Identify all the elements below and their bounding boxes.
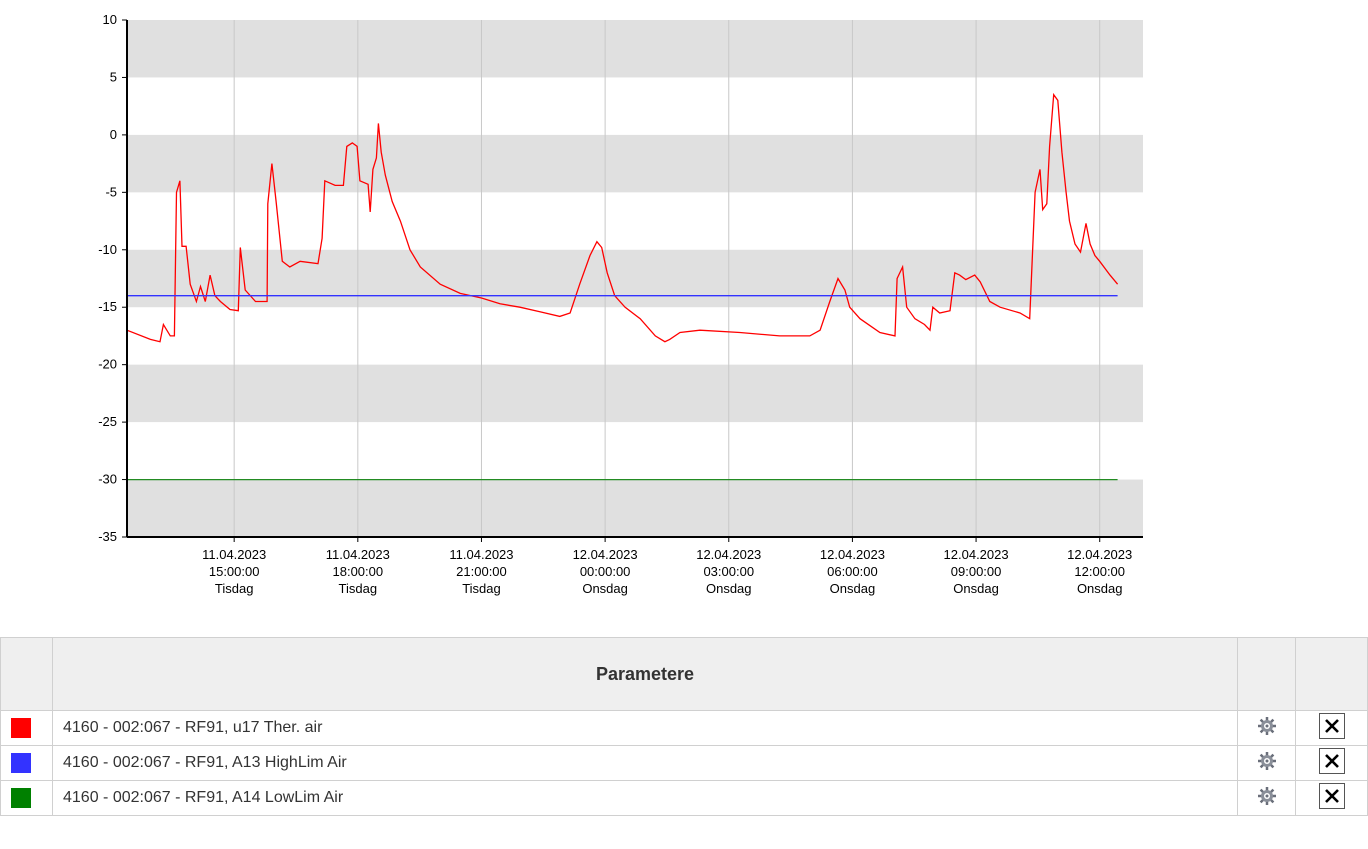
x-tick-label: 11.04.2023 15:00:00 Tisdag <box>202 547 266 596</box>
parameter-name: 4160 - 002:067 - RF91, A13 HighLim Air <box>52 745 1238 781</box>
remove-icon <box>1318 712 1345 739</box>
gear-icon <box>1257 751 1276 770</box>
parameter-table: Parametere 4160 - 002:067 - RF91, u17 Th… <box>0 637 1368 816</box>
color-swatch <box>11 788 31 808</box>
color-swatch <box>11 718 31 738</box>
parameter-row: 4160 - 002:067 - RF91, u17 Ther. air <box>0 710 1368 746</box>
remove-icon <box>1318 747 1345 774</box>
x-tick-label-line: 09:00:00 <box>951 564 1002 579</box>
x-tick-label: 12.04.2023 00:00:00 Onsdag <box>573 547 638 596</box>
chart: -35 -30 -25 -20 -15 -10 -5 0 5 10 11.04.2023 15:00:… <box>98 12 1143 596</box>
settings-button[interactable] <box>1237 780 1296 816</box>
parameter-name: 4160 - 002:067 - RF91, A14 LowLim Air <box>52 780 1238 816</box>
x-tick-label: 12.04.2023 06:00:00 Onsdag <box>820 547 885 596</box>
x-tick-label-line: Tisdag <box>339 581 378 596</box>
series-line <box>126 92 1119 343</box>
x-tick-label-line: 12.04.2023 <box>1067 547 1132 562</box>
x-tick-label-line: Tisdag <box>215 581 254 596</box>
x-tick-label: 11.04.2023 18:00:00 Tisdag <box>326 547 390 596</box>
color-cell <box>0 780 53 816</box>
settings-button[interactable] <box>1237 745 1296 781</box>
remove-button[interactable] <box>1295 745 1368 781</box>
x-tick-label-line: 11.04.2023 <box>449 547 513 562</box>
band <box>127 20 1143 78</box>
y-tick-label: -25 <box>98 414 117 429</box>
x-tick-label: 11.04.2023 21:00:00 Tisdag <box>449 547 513 596</box>
header-cell <box>0 637 53 711</box>
color-swatch <box>11 753 31 773</box>
y-tick-label: 10 <box>103 12 117 27</box>
gear-icon <box>1257 716 1276 735</box>
x-tick-label-line: 21:00:00 <box>456 564 507 579</box>
parameter-row: 4160 - 002:067 - RF91, A13 HighLim Air <box>0 745 1368 781</box>
x-tick-label-line: Onsdag <box>830 581 876 596</box>
y-tick-label: -35 <box>98 529 117 544</box>
x-tick-label-line: 12.04.2023 <box>944 547 1009 562</box>
band <box>127 134 1143 193</box>
x-tick-label-line: 03:00:00 <box>703 564 754 579</box>
x-tick-label-line: Onsdag <box>582 581 628 596</box>
x-tick-label: 12.04.2023 03:00:00 Onsdag <box>696 547 761 596</box>
x-tick-label-line: Onsdag <box>1077 581 1123 596</box>
y-tick-label: -15 <box>98 299 117 314</box>
remove-button[interactable] <box>1295 780 1368 816</box>
remove-icon <box>1318 782 1345 809</box>
x-tick-label-line: Onsdag <box>706 581 752 596</box>
x-tick-label-line: 11.04.2023 <box>202 547 266 562</box>
x-tick-label-line: 12.04.2023 <box>820 547 885 562</box>
header-row: Parametere <box>0 637 1368 711</box>
x-tick-label-line: Onsdag <box>953 581 999 596</box>
y-tick-label: 0 <box>110 127 117 142</box>
y-tick-label: 5 <box>110 69 117 84</box>
y-tick-label: -5 <box>105 184 117 199</box>
band <box>127 479 1143 537</box>
x-tick-label-line: 12:00:00 <box>1074 564 1125 579</box>
color-cell <box>0 745 53 781</box>
x-tick-label-line: 18:00:00 <box>333 564 384 579</box>
header-cell <box>1295 637 1368 711</box>
header-cell <box>1237 637 1296 711</box>
x-tick-label-line: 06:00:00 <box>827 564 878 579</box>
y-tick-label: -20 <box>98 357 117 372</box>
settings-button[interactable] <box>1237 710 1296 746</box>
x-tick-label-line: 15:00:00 <box>209 564 260 579</box>
gear-icon <box>1257 786 1276 805</box>
x-tick-label: 12.04.2023 09:00:00 Onsdag <box>944 547 1009 596</box>
band <box>127 364 1143 423</box>
parameter-row: 4160 - 002:067 - RF91, A14 LowLim Air <box>0 780 1368 816</box>
x-tick-label-line: 12.04.2023 <box>696 547 761 562</box>
header-title: Parametere <box>52 637 1238 711</box>
remove-button[interactable] <box>1295 710 1368 746</box>
x-tick-label-line: 11.04.2023 <box>326 547 390 562</box>
x-tick-label-line: 12.04.2023 <box>573 547 638 562</box>
x-tick-label: 12.04.2023 12:00:00 Onsdag <box>1067 547 1132 596</box>
x-tick-label-line: Tisdag <box>462 581 501 596</box>
band <box>127 249 1143 308</box>
y-tick-label: -30 <box>98 472 117 487</box>
parameter-name: 4160 - 002:067 - RF91, u17 Ther. air <box>52 710 1238 746</box>
y-tick-label: -10 <box>98 242 117 257</box>
x-tick-label-line: 00:00:00 <box>580 564 631 579</box>
color-cell <box>0 710 53 746</box>
